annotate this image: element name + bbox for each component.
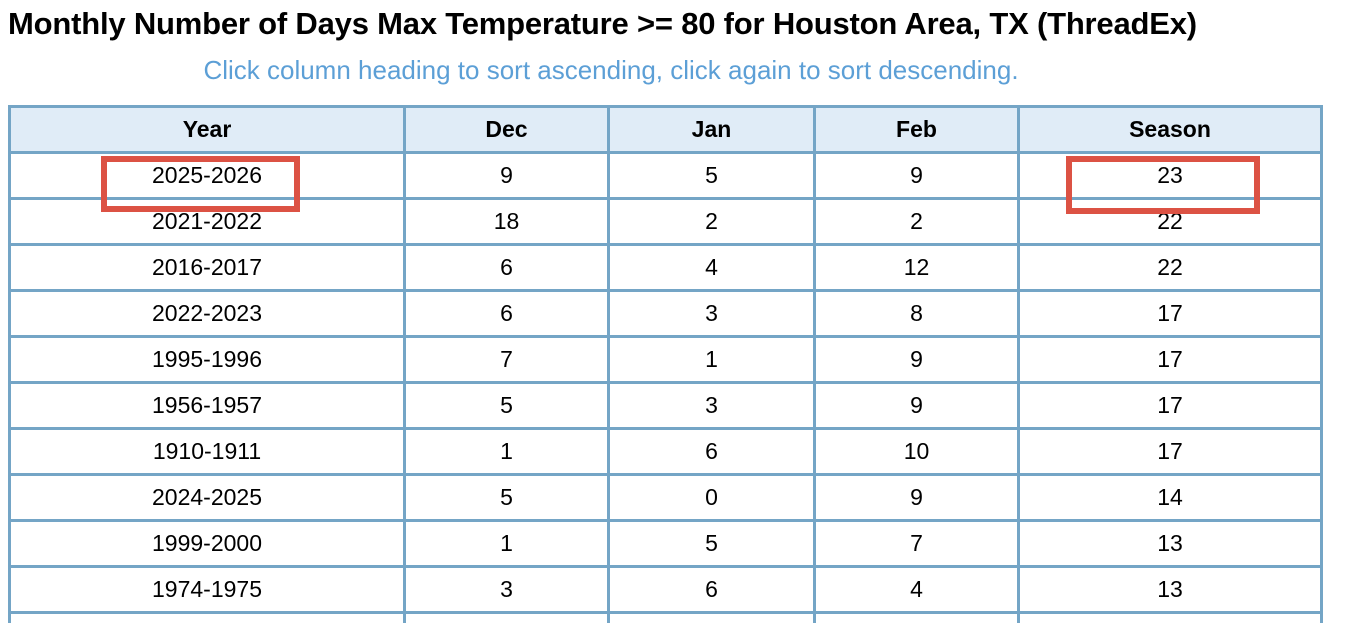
- table-row: 1910-1911 1 6 10 17: [8, 427, 1323, 476]
- jan-cell: 1: [607, 335, 816, 384]
- year-cell: 2024-2025: [8, 473, 406, 522]
- table-row: 2021-2022 18 2 2 22: [8, 197, 1323, 246]
- season-cell: 17: [1017, 289, 1323, 338]
- season-cell: [1017, 611, 1323, 623]
- feb-cell: 2: [813, 197, 1020, 246]
- dec-cell: 5: [403, 473, 610, 522]
- column-header-season[interactable]: Season: [1017, 105, 1323, 154]
- dec-cell: 6: [403, 243, 610, 292]
- feb-cell: 12: [813, 243, 1020, 292]
- jan-cell: [607, 611, 816, 623]
- table-row: 1995-1996 7 1 9 17: [8, 335, 1323, 384]
- season-cell: 22: [1017, 197, 1323, 246]
- season-cell: 13: [1017, 565, 1323, 614]
- year-cell: 2021-2022: [8, 197, 406, 246]
- dec-cell: 6: [403, 289, 610, 338]
- feb-cell: 9: [813, 381, 1020, 430]
- feb-cell: 4: [813, 565, 1020, 614]
- year-cell: 2016-2017: [8, 243, 406, 292]
- feb-cell: 9: [813, 473, 1020, 522]
- table-row: 1974-1975 3 6 4 13: [8, 565, 1323, 614]
- season-cell: 13: [1017, 519, 1323, 568]
- jan-cell: 3: [607, 289, 816, 338]
- dec-cell: 3: [403, 565, 610, 614]
- jan-cell: 6: [607, 565, 816, 614]
- table-row: 2016-2017 6 4 12 22: [8, 243, 1323, 292]
- page: Monthly Number of Days Max Temperature >…: [0, 6, 1354, 623]
- table-row: 1956-1957 5 3 9 17: [8, 381, 1323, 430]
- dec-cell: 1: [403, 519, 610, 568]
- sort-instructions: Click column heading to sort ascending, …: [203, 55, 1019, 85]
- jan-cell: 6: [607, 427, 816, 476]
- column-header-feb[interactable]: Feb: [813, 105, 1020, 154]
- jan-cell: 0: [607, 473, 816, 522]
- jan-cell: 3: [607, 381, 816, 430]
- jan-cell: 5: [607, 519, 816, 568]
- year-cell: 1956-1957: [8, 381, 406, 430]
- column-header-year[interactable]: Year: [8, 105, 406, 154]
- season-cell: 17: [1017, 427, 1323, 476]
- table-row-partial: [8, 611, 1323, 623]
- column-header-jan[interactable]: Jan: [607, 105, 816, 154]
- header-row: Year Dec Jan Feb Season: [8, 105, 1323, 154]
- year-cell: [8, 611, 406, 623]
- year-cell: 1910-1911: [8, 427, 406, 476]
- season-cell: 23: [1017, 151, 1323, 200]
- year-cell: 1999-2000: [8, 519, 406, 568]
- season-cell: 22: [1017, 243, 1323, 292]
- table-row: 2022-2023 6 3 8 17: [8, 289, 1323, 338]
- column-header-dec[interactable]: Dec: [403, 105, 610, 154]
- jan-cell: 2: [607, 197, 816, 246]
- feb-cell: [813, 611, 1020, 623]
- page-title: Monthly Number of Days Max Temperature >…: [8, 6, 1197, 41]
- year-cell: 2025-2026: [8, 151, 406, 200]
- dec-cell: 9: [403, 151, 610, 200]
- table-row: 2024-2025 5 0 9 14: [8, 473, 1323, 522]
- feb-cell: 10: [813, 427, 1020, 476]
- dec-cell: 1: [403, 427, 610, 476]
- jan-cell: 4: [607, 243, 816, 292]
- year-cell: 2022-2023: [8, 289, 406, 338]
- dec-cell: [403, 611, 610, 623]
- feb-cell: 9: [813, 151, 1020, 200]
- feb-cell: 8: [813, 289, 1020, 338]
- feb-cell: 9: [813, 335, 1020, 384]
- year-cell: 1974-1975: [8, 565, 406, 614]
- dec-cell: 5: [403, 381, 610, 430]
- season-cell: 17: [1017, 381, 1323, 430]
- monthly-days-table: Year Dec Jan Feb Season 2025-2026 9 5 9 23 2021-2…: [8, 105, 1323, 623]
- table-row: 2025-2026 9 5 9 23: [8, 151, 1323, 200]
- year-cell: 1995-1996: [8, 335, 406, 384]
- table-row: 1999-2000 1 5 7 13: [8, 519, 1323, 568]
- season-cell: 17: [1017, 335, 1323, 384]
- jan-cell: 5: [607, 151, 816, 200]
- season-cell: 14: [1017, 473, 1323, 522]
- dec-cell: 18: [403, 197, 610, 246]
- dec-cell: 7: [403, 335, 610, 384]
- feb-cell: 7: [813, 519, 1020, 568]
